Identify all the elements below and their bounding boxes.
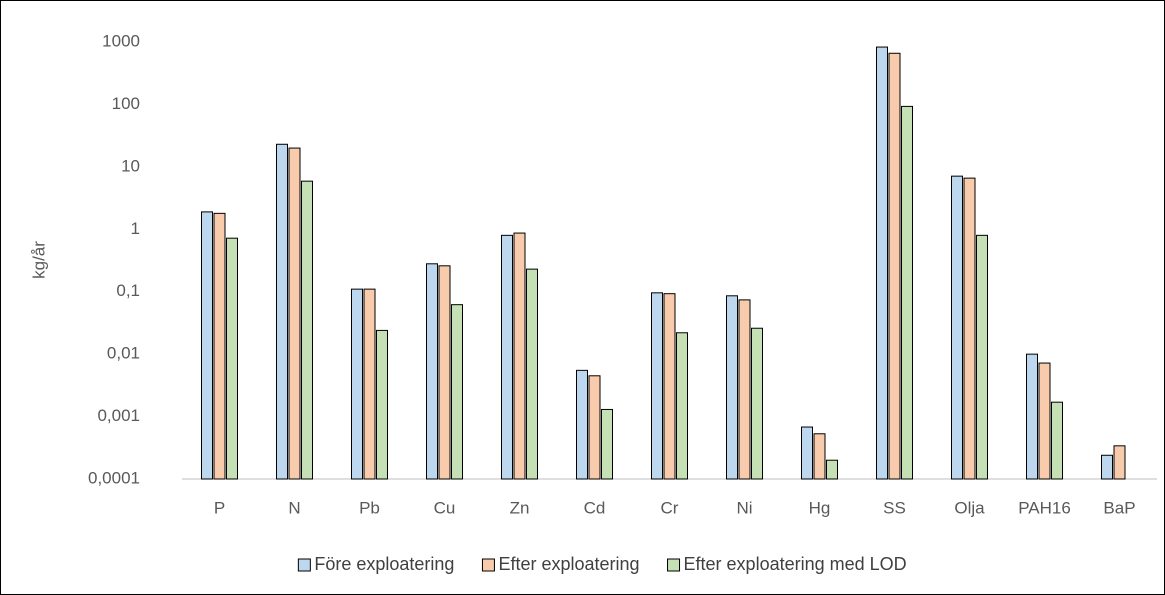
x-tick-label: PAH16: [1018, 498, 1071, 517]
x-tick-label: Cd: [584, 498, 606, 517]
x-tick-label: Olja: [954, 498, 985, 517]
y-tick-label: 0,1: [116, 281, 140, 300]
legend-swatch: [481, 558, 495, 572]
bar: [1101, 454, 1113, 480]
bar: [651, 292, 663, 480]
bar: [1051, 401, 1063, 480]
bar: [676, 332, 688, 480]
legend-swatch: [297, 558, 311, 572]
bar: [351, 288, 363, 480]
y-tick-label: 0,0001: [88, 468, 140, 487]
y-tick-label: 0,001: [97, 406, 140, 425]
x-tick-label: SS: [883, 498, 906, 517]
bar: [876, 46, 888, 480]
bar: [601, 408, 613, 480]
bar: [226, 237, 238, 480]
x-tick-label: N: [288, 498, 300, 517]
x-tick-label: Hg: [809, 498, 831, 517]
x-tick-label: Cr: [661, 498, 679, 517]
y-axis-label: kg/år: [29, 241, 48, 279]
bar: [363, 288, 376, 480]
bar: [951, 175, 963, 480]
bar: [738, 299, 751, 480]
legend-swatch: [667, 558, 681, 572]
x-tick-label: P: [214, 498, 225, 517]
bar: [751, 327, 763, 480]
y-tick-label: 10: [121, 156, 140, 175]
bar: [576, 369, 588, 480]
bar: [501, 234, 513, 480]
bar: [201, 211, 213, 480]
x-tick-label: Ni: [736, 498, 752, 517]
x-tick-label: Pb: [359, 498, 380, 517]
bar: [1038, 362, 1051, 480]
bar: [376, 329, 388, 480]
bar: [1026, 353, 1038, 480]
x-tick-label: Cu: [434, 498, 456, 517]
y-tick-label: 1000: [102, 31, 140, 50]
bar: [826, 459, 838, 480]
x-tick-label: Zn: [510, 498, 530, 517]
bar: [301, 180, 313, 480]
bar: [801, 426, 813, 480]
bar: [663, 293, 676, 480]
legend-text: Efter exploatering med LOD: [684, 554, 907, 574]
bar: [513, 232, 526, 480]
bar: [901, 105, 913, 480]
bar: [276, 143, 288, 480]
bar: [213, 212, 226, 480]
legend-text: Efter exploatering: [498, 554, 639, 574]
y-tick-label: 1: [131, 219, 140, 238]
x-tick-label: BaP: [1103, 498, 1135, 517]
bar: [451, 304, 463, 480]
bar: [726, 295, 738, 480]
bar: [888, 52, 901, 480]
y-tick-label: 100: [112, 94, 140, 113]
bar: [426, 263, 438, 480]
bar: [813, 433, 826, 480]
bar: [288, 147, 301, 480]
bar: [1113, 445, 1126, 480]
bar: [976, 234, 988, 480]
bar: [963, 177, 976, 480]
bar: [438, 265, 451, 480]
y-tick-label: 0,01: [107, 344, 140, 363]
bar: [526, 268, 538, 480]
legend-text: Före exploatering: [314, 554, 454, 574]
bar: [588, 375, 601, 480]
